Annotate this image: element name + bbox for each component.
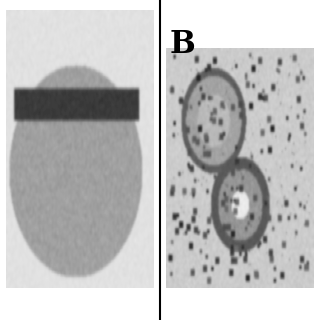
Text: B: B [170, 29, 195, 60]
